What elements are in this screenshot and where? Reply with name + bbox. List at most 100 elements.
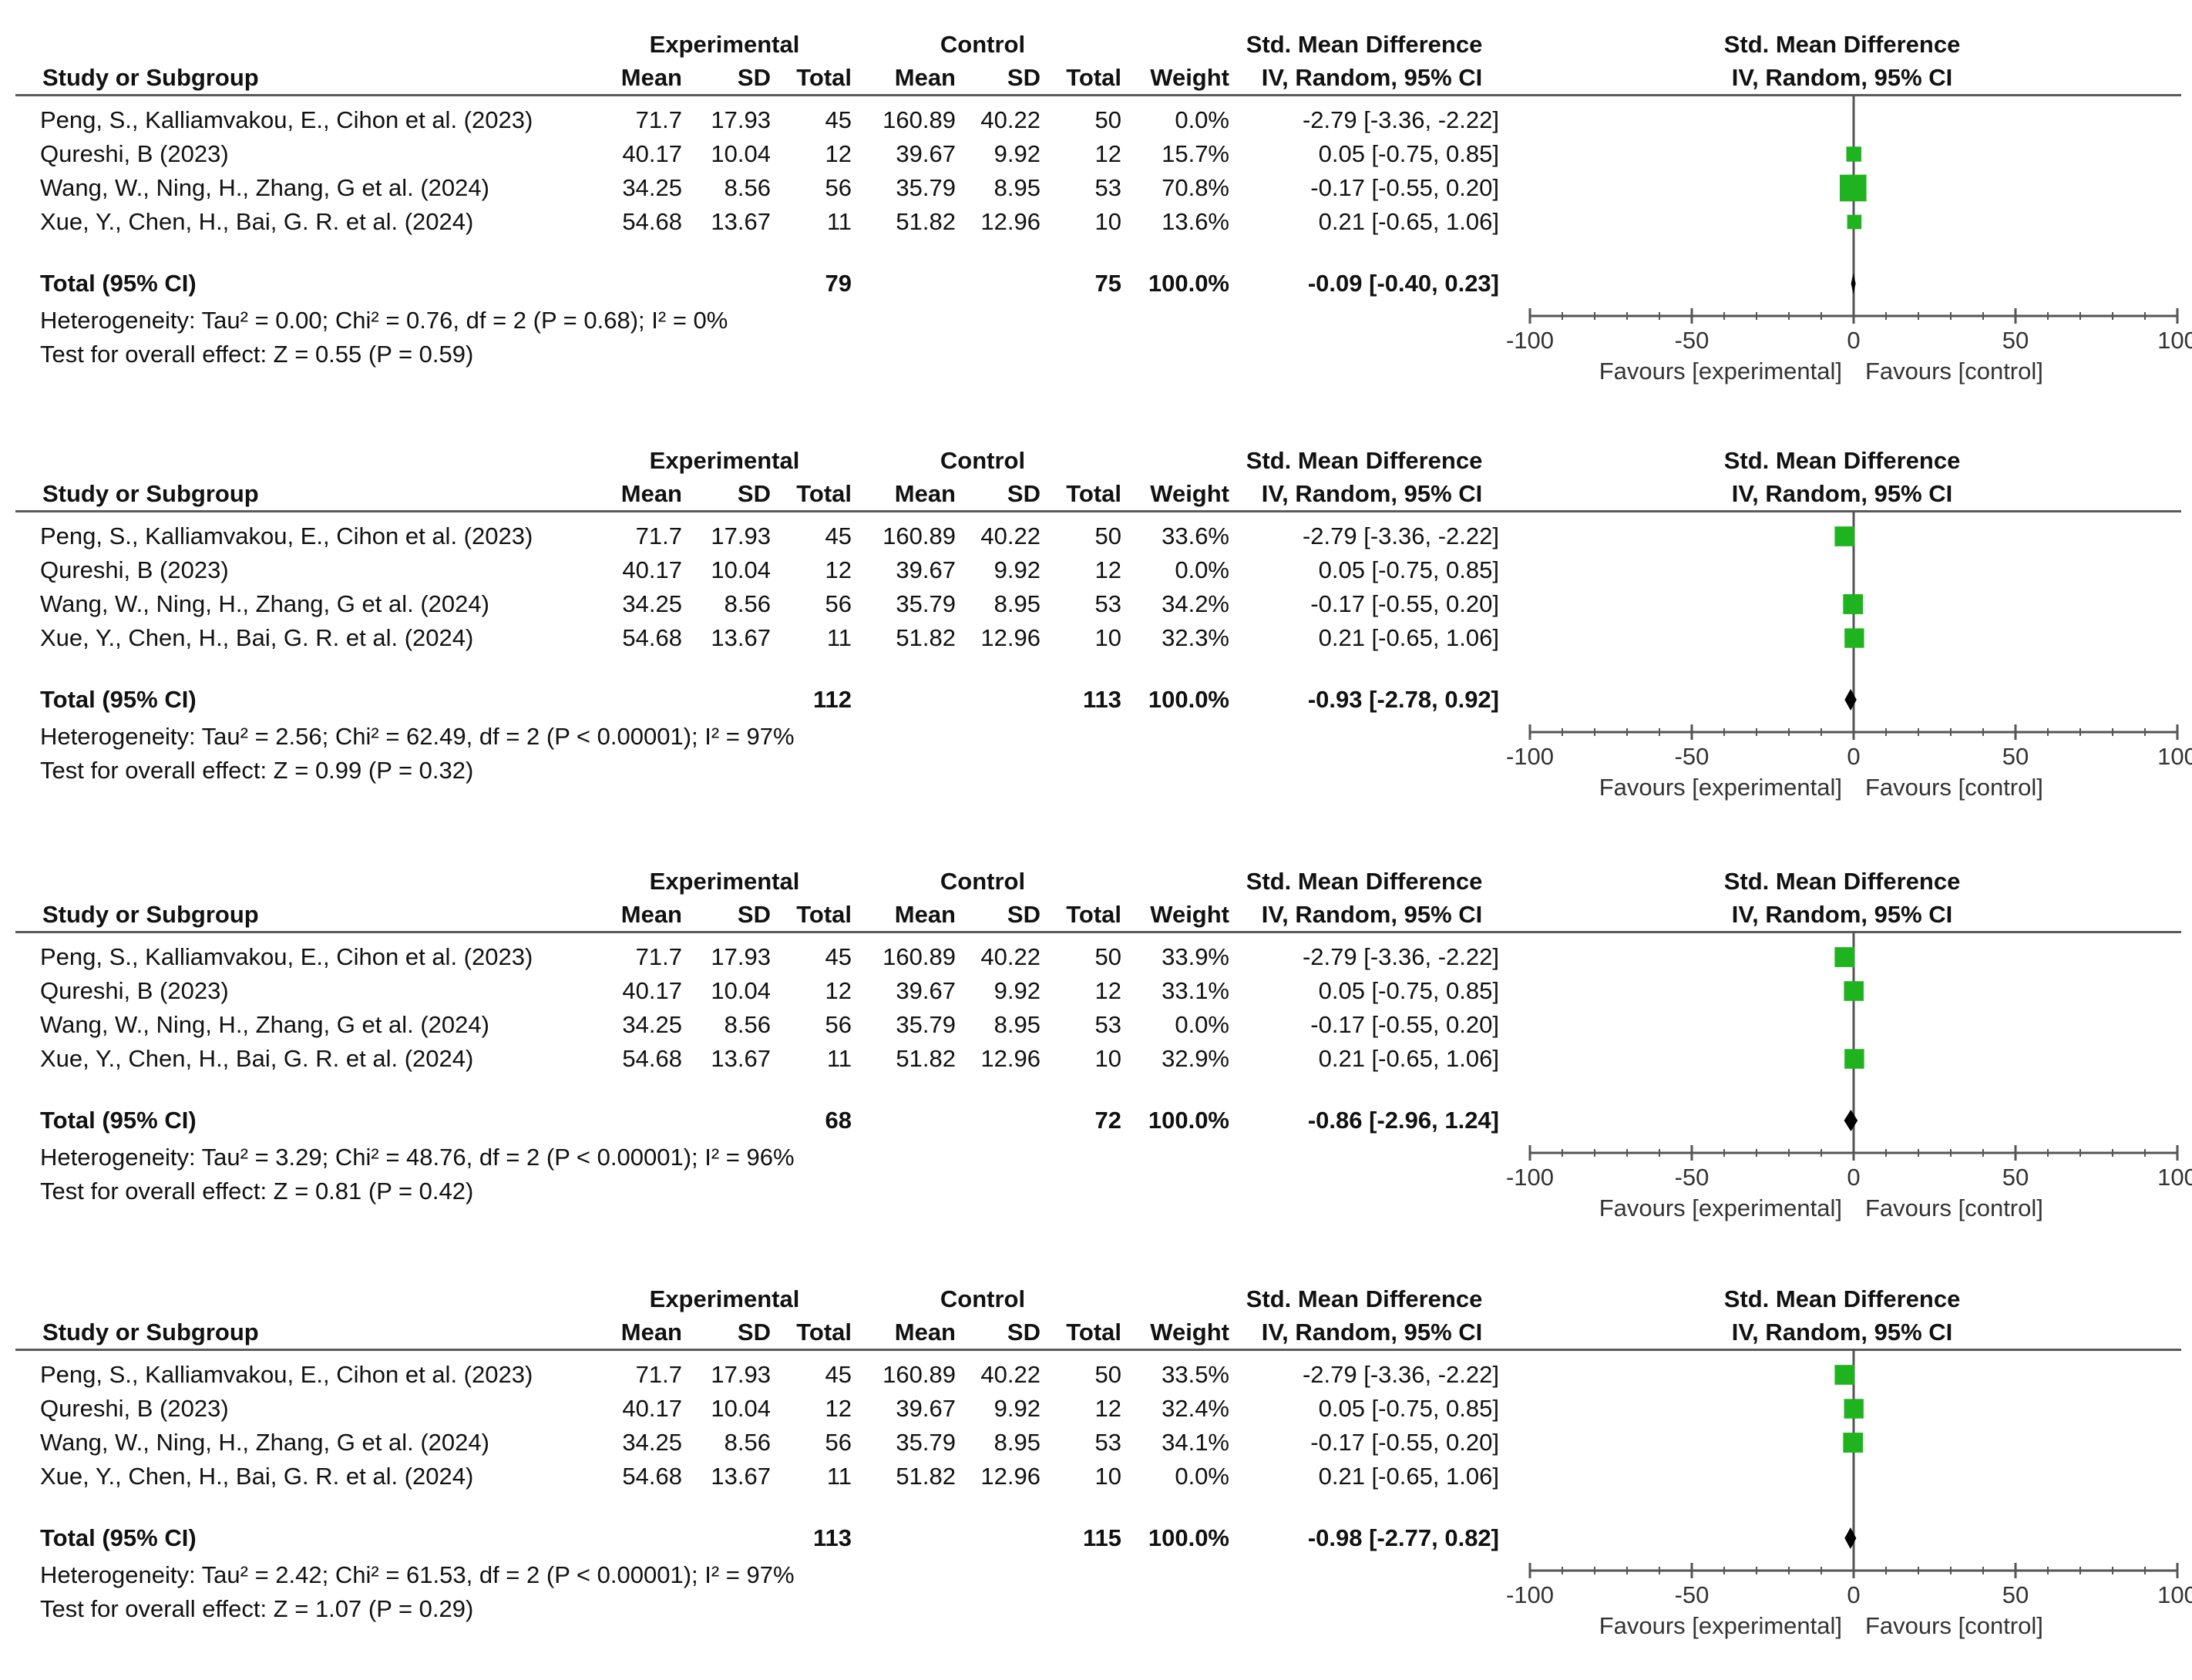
exp-sd: 13.67 xyxy=(711,1463,771,1490)
study-name: Qureshi, B (2023) xyxy=(40,977,229,1004)
study-ci: 0.05 [-0.75, 0.85] xyxy=(1318,1395,1499,1422)
exp-mean: 40.17 xyxy=(622,556,682,583)
plot-method-header: IV, Random, 95% CI xyxy=(1731,64,1953,91)
exp-total: 45 xyxy=(825,106,852,133)
exp-sd: 17.93 xyxy=(711,106,771,133)
exp-total: 12 xyxy=(825,977,852,1004)
study-name: Peng, S., Kalliamvakou, E., Cihon et al.… xyxy=(40,1361,533,1388)
total-ci: -0.93 [-2.78, 0.92] xyxy=(1307,686,1499,713)
x-tick-label: 0 xyxy=(1847,743,1860,770)
ctl-total-header: Total xyxy=(1066,64,1121,91)
exp-total: 12 xyxy=(825,1395,852,1422)
study-ci: 0.05 [-0.75, 0.85] xyxy=(1318,977,1499,1004)
total-ctl-n: 72 xyxy=(1094,1107,1121,1134)
exp-total: 56 xyxy=(825,1011,852,1038)
study-ci: -0.17 [-0.55, 0.20] xyxy=(1310,174,1499,201)
ctl-mean-header: Mean xyxy=(894,480,956,507)
study-ci: 0.05 [-0.75, 0.85] xyxy=(1318,140,1499,167)
control-group-header: Control xyxy=(940,1285,1026,1312)
ctl-total: 10 xyxy=(1094,208,1121,235)
x-tick-label: 0 xyxy=(1847,327,1860,354)
total-weight: 100.0% xyxy=(1148,1524,1229,1551)
plot-method-header: IV, Random, 95% CI xyxy=(1731,1319,1953,1346)
forest-panel-2: Experimental Control Std. Mean Differenc… xyxy=(0,424,2192,842)
exp-mean: 34.25 xyxy=(622,1429,682,1456)
favours-experimental-label: Favours [experimental] xyxy=(1599,358,1842,385)
ctl-sd-header: SD xyxy=(1007,480,1041,507)
study-effect-square xyxy=(1844,981,1864,1001)
total-ctl-n: 75 xyxy=(1094,270,1121,297)
study-weight: 33.6% xyxy=(1162,522,1229,549)
study-name: Wang, W., Ning, H., Zhang, G et al. (202… xyxy=(40,174,489,201)
exp-total: 11 xyxy=(826,208,852,235)
x-tick-label: -100 xyxy=(1506,743,1554,770)
study-name: Xue, Y., Chen, H., Bai, G. R. et al. (20… xyxy=(40,1463,474,1490)
ctl-sd-header: SD xyxy=(1007,901,1041,928)
exp-sd-header: SD xyxy=(737,480,771,507)
weight-header: Weight xyxy=(1150,64,1229,91)
ctl-mean: 160.89 xyxy=(883,1361,956,1388)
favours-control-label: Favours [control] xyxy=(1865,358,2043,385)
smd-col-header: Std. Mean Difference xyxy=(1246,868,1483,895)
ctl-total: 12 xyxy=(1094,1395,1121,1422)
study-name: Qureshi, B (2023) xyxy=(40,1395,229,1422)
ctl-sd: 8.95 xyxy=(993,174,1041,201)
total-label: Total (95% CI) xyxy=(40,686,197,713)
study-weight: 34.2% xyxy=(1162,590,1229,617)
study-effect-square xyxy=(1839,174,1867,202)
forest-plot: -100 -50 0 50 100 Favours [experimental] Favou… xyxy=(1506,931,2192,1221)
exp-total: 45 xyxy=(825,943,852,970)
exp-sd-header: SD xyxy=(737,1319,771,1346)
exp-total: 45 xyxy=(825,522,852,549)
smd-col-header: Std. Mean Difference xyxy=(1246,447,1483,474)
study-ci: -0.17 [-0.55, 0.20] xyxy=(1310,1011,1499,1038)
exp-total: 12 xyxy=(825,140,852,167)
favours-experimental-label: Favours [experimental] xyxy=(1599,1194,1842,1221)
pooled-effect-diamond xyxy=(1851,273,1856,294)
ctl-mean-header: Mean xyxy=(894,64,956,91)
ctl-mean-header: Mean xyxy=(894,901,956,928)
favours-experimental-label: Favours [experimental] xyxy=(1599,774,1842,801)
ctl-sd: 8.95 xyxy=(993,1011,1041,1038)
exp-sd: 17.93 xyxy=(711,522,771,549)
study-effect-square xyxy=(1843,594,1864,614)
total-label: Total (95% CI) xyxy=(40,270,197,297)
total-exp-n: 68 xyxy=(825,1107,852,1134)
exp-mean-header: Mean xyxy=(620,1319,682,1346)
study-name: Wang, W., Ning, H., Zhang, G et al. (202… xyxy=(40,1011,489,1038)
study-ci: -0.17 [-0.55, 0.20] xyxy=(1310,1429,1499,1456)
study-name: Peng, S., Kalliamvakou, E., Cihon et al.… xyxy=(40,943,533,970)
exp-mean-header: Mean xyxy=(620,480,682,507)
study-weight: 32.3% xyxy=(1162,624,1229,651)
plot-method-header: IV, Random, 95% CI xyxy=(1731,901,1953,928)
ctl-total-header: Total xyxy=(1066,901,1121,928)
ctl-mean: 160.89 xyxy=(883,943,956,970)
exp-total: 12 xyxy=(825,556,852,583)
control-group-header: Control xyxy=(940,447,1026,474)
ctl-mean: 35.79 xyxy=(896,590,956,617)
ctl-sd: 12.96 xyxy=(980,1045,1041,1072)
study-weight: 34.1% xyxy=(1162,1429,1229,1456)
ctl-total: 50 xyxy=(1094,106,1121,133)
ctl-mean: 35.79 xyxy=(896,1011,956,1038)
exp-mean: 34.25 xyxy=(622,590,682,617)
x-tick-label: -100 xyxy=(1506,1164,1554,1191)
study-effect-square xyxy=(1844,1399,1864,1419)
total-exp-n: 79 xyxy=(825,270,852,297)
heterogeneity-text: Heterogeneity: Tau² = 0.00; Chi² = 0.76,… xyxy=(40,307,728,334)
study-weight: 13.6% xyxy=(1162,208,1229,235)
total-weight: 100.0% xyxy=(1148,270,1229,297)
exp-total: 11 xyxy=(826,1463,852,1490)
favours-control-label: Favours [control] xyxy=(1865,1194,2043,1221)
method-header: IV, Random, 95% CI xyxy=(1261,480,1483,507)
plot-header: Std. Mean Difference xyxy=(1723,868,1961,895)
exp-mean-header: Mean xyxy=(620,901,682,928)
exp-total-header: Total xyxy=(796,64,852,91)
ctl-total: 53 xyxy=(1094,1429,1121,1456)
favours-control-label: Favours [control] xyxy=(1865,1612,2043,1639)
plot-header: Std. Mean Difference xyxy=(1723,31,1961,58)
total-weight: 100.0% xyxy=(1148,1107,1229,1134)
experimental-group-header: Experimental xyxy=(649,447,800,474)
exp-mean: 71.7 xyxy=(635,522,682,549)
study-ci: 0.05 [-0.75, 0.85] xyxy=(1318,556,1499,583)
